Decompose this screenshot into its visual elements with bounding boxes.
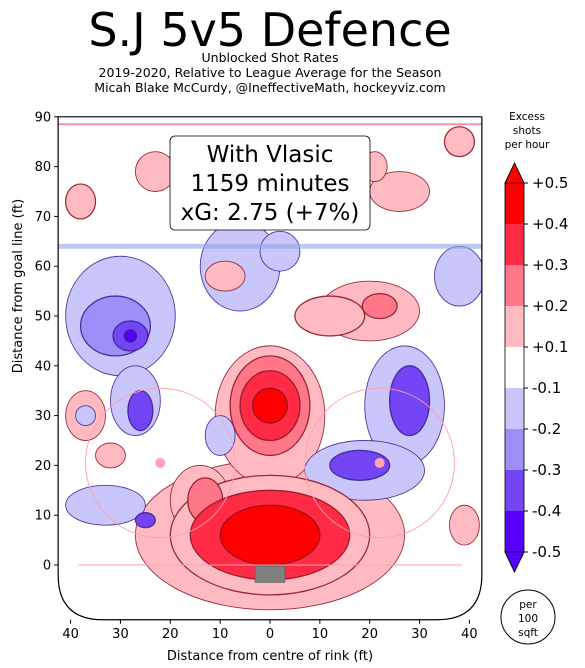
y-tick-label-4: 40 [35, 359, 52, 374]
heatmap-region-34 [329, 449, 391, 481]
heatmap-region-28 [127, 390, 154, 432]
colorbar-arrow-top [504, 162, 525, 184]
colorbar-label-2: +0.3 [532, 256, 568, 274]
heatmap-region-27 [123, 329, 138, 343]
colorbar-label-5: -0.1 [532, 379, 561, 397]
y-tick-label-8: 80 [35, 160, 52, 175]
colorbar-label-7: -0.3 [532, 461, 561, 479]
colorbar-band-1 [505, 183, 524, 225]
heatmap-region-37 [65, 484, 146, 526]
heatmap-region-1 [219, 504, 321, 566]
heatmap-region-15 [204, 260, 246, 292]
x-tick-label-1: 30 [112, 627, 129, 642]
colorbar-band-7 [505, 429, 524, 471]
x-tick-label-6: 20 [361, 627, 378, 642]
colorbar-label-6: -0.2 [532, 420, 561, 438]
heatmap-region-5 [251, 387, 289, 424]
unit-note-line-3: sqft [518, 627, 538, 639]
colorbar-label-3: +0.2 [532, 297, 568, 315]
annotation-line-3: xG: 2.75 (+7%) [181, 200, 360, 226]
faceoff-dot-1 [155, 457, 166, 468]
y-tick-label-6: 60 [35, 260, 52, 275]
colorbar-label-8: -0.4 [532, 502, 561, 520]
annotation-box-frame [169, 135, 371, 231]
y-tick-label-1: 10 [35, 509, 52, 524]
heatmap-region-32 [388, 365, 431, 437]
chart-title: S.J 5v5 Defence [88, 3, 451, 57]
colorbar-title-line-3: per hour [505, 139, 551, 151]
heatmap-region-13 [361, 292, 398, 320]
x-axis-label: Distance from centre of rink (ft) [167, 649, 373, 664]
y-tick-label-5: 50 [35, 310, 52, 325]
colorbar-label-9: -0.5 [532, 543, 561, 561]
unit-note-line-1: per [519, 599, 537, 611]
heatmap-region-22 [443, 126, 476, 158]
chart-subtitle-line-1: Unblocked Shot Rates [202, 50, 339, 65]
colorbar-title-line-2: shots [513, 125, 541, 137]
rink-plot-area [57, 116, 483, 621]
y-axis-ticks: 0 10 20 30 40 50 60 70 80 90 [35, 110, 59, 574]
x-tick-label-0: 40 [62, 627, 79, 642]
x-tick-label-8: 40 [461, 627, 478, 642]
x-tick-label-5: 10 [312, 627, 329, 642]
heatmap-layer [64, 126, 482, 611]
heatmap-region-31 [259, 230, 301, 272]
annotation-box: With Vlasic 1159 minutes xG: 2.75 (+7%) [169, 135, 371, 231]
colorbar: Excess shots per hour +0.5 +0.4 +0.3 +0.2 +0… [504, 111, 568, 573]
faceoff-circle-2 [304, 387, 455, 539]
annotation-line-2: 1159 minutes [191, 171, 350, 197]
colorbar-band-2 [505, 224, 524, 266]
colorbar-band-3 [505, 265, 524, 307]
colorbar-band-9 [505, 511, 524, 553]
colorbar-band-6 [505, 388, 524, 430]
y-tick-label-3: 30 [35, 409, 52, 424]
colorbar-band-8 [505, 470, 524, 512]
heatmap-region-40 [75, 405, 96, 427]
annotation-line-1: With Vlasic [207, 142, 334, 168]
heatmap-region-39 [204, 415, 236, 456]
heatmap-region-36 [434, 245, 482, 307]
x-axis-ticks: 40 30 20 10 0 10 20 30 40 [62, 619, 478, 642]
y-tick-label-2: 20 [35, 459, 52, 474]
colorbar-band-5 [505, 347, 524, 389]
y-axis-label: Distance from goal line (ft) [11, 199, 26, 373]
faceoff-circle-1 [85, 387, 236, 539]
y-tick-label-0: 0 [43, 559, 51, 574]
unit-note-line-2: 100 [518, 613, 538, 625]
unit-note: per 100 sqft [500, 589, 556, 645]
heatmap-region-18 [64, 183, 97, 220]
colorbar-label-4: +0.1 [532, 338, 568, 356]
x-tick-label-2: 20 [162, 627, 179, 642]
heatmap-region-38 [134, 512, 156, 529]
x-tick-label-4: 0 [266, 627, 274, 642]
chart-subtitle-line-2: 2019-2020, Relative to League Average fo… [99, 65, 442, 80]
y-tick-label-9: 90 [35, 110, 52, 125]
faceoff-dot-2 [374, 457, 385, 468]
heatmap-region-20 [95, 442, 126, 469]
x-tick-label-3: 10 [212, 627, 229, 642]
colorbar-label-0: +0.5 [532, 174, 568, 192]
goal-net [254, 565, 286, 583]
unit-note-circle [500, 589, 556, 645]
chart-subtitle-line-3: Micah Blake McCurdy, @IneffectiveMath, h… [94, 80, 445, 95]
colorbar-arrow-bottom [504, 551, 525, 573]
blue-line [58, 243, 482, 249]
y-tick-label-7: 70 [35, 210, 52, 225]
colorbar-title-line-1: Excess [509, 111, 545, 123]
colorbar-band-4 [505, 306, 524, 348]
heatmap-region-17 [134, 151, 176, 192]
heatmap-region-12 [294, 295, 366, 337]
heatmap-region-21 [449, 504, 480, 546]
rink-outline [57, 116, 483, 621]
colorbar-label-1: +0.4 [532, 215, 568, 233]
x-tick-label-7: 30 [411, 627, 428, 642]
